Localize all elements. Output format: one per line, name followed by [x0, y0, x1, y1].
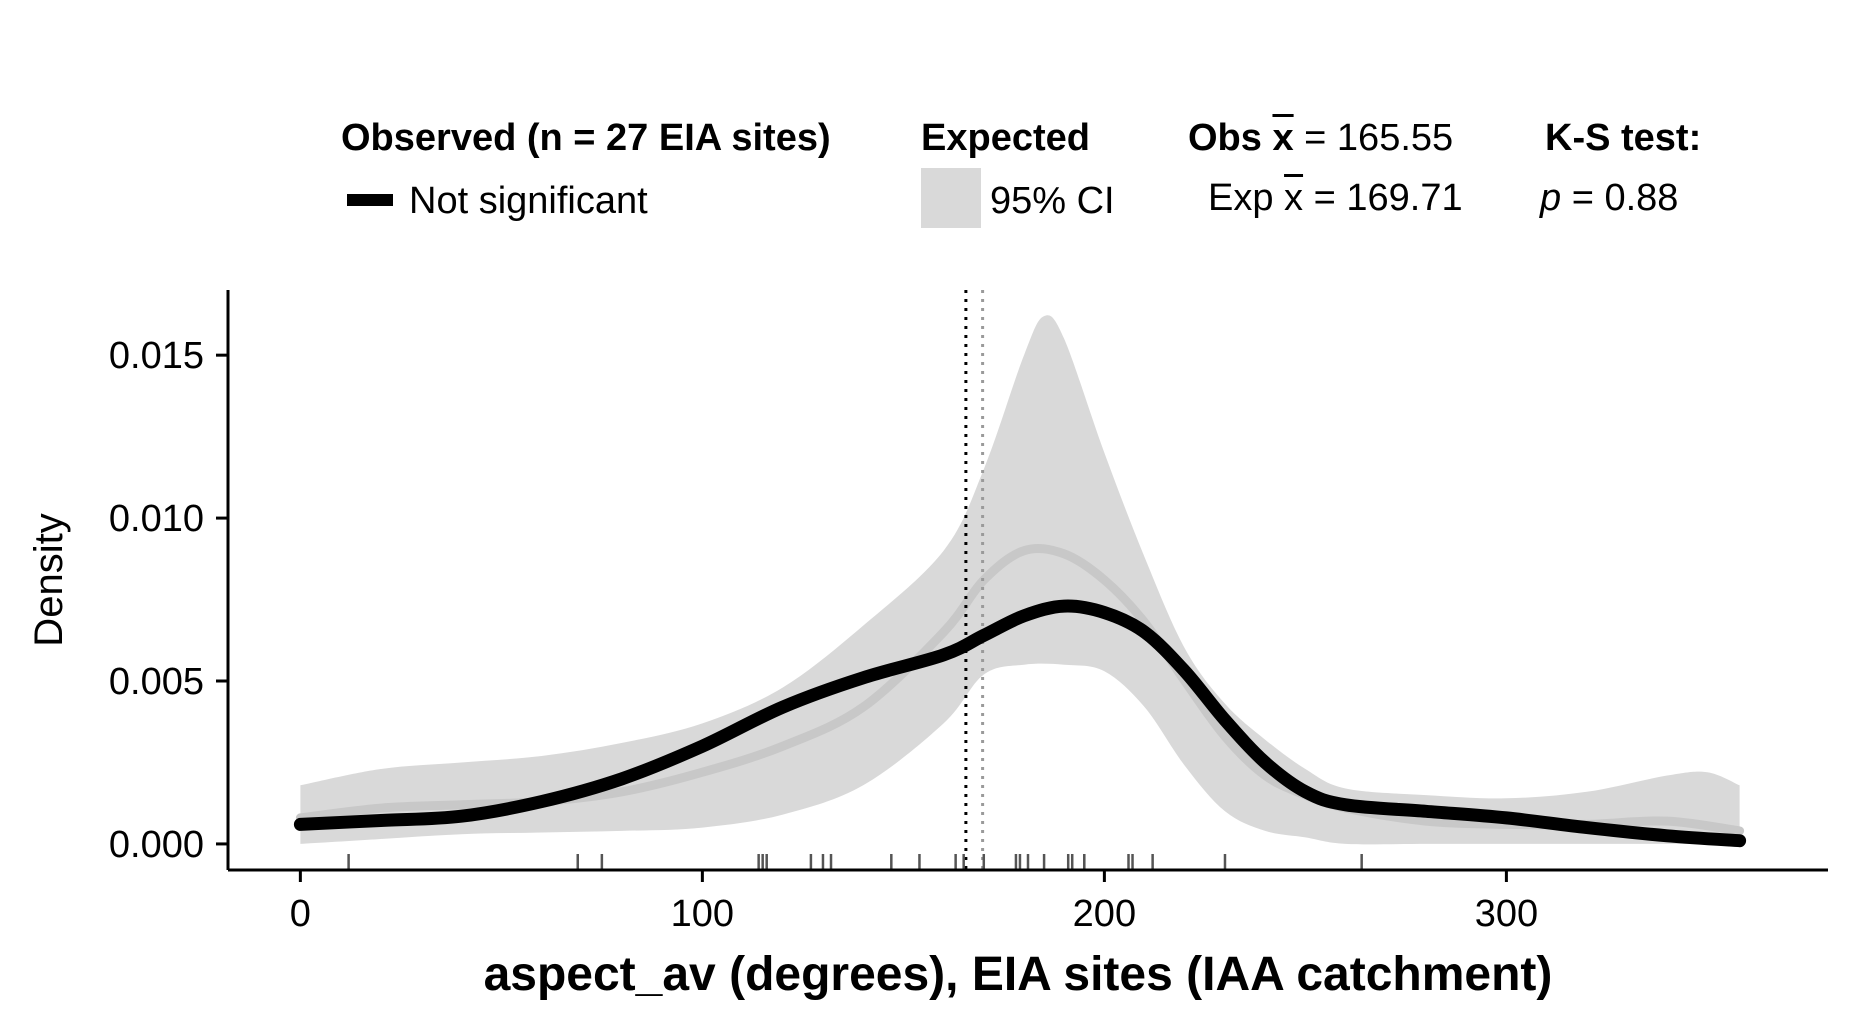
y-axis-title: Density — [27, 513, 71, 646]
ci-band — [300, 315, 1740, 845]
y-tick-label: 0.005 — [109, 661, 204, 703]
x-axis-title: aspect_av (degrees), EIA sites (IAA catc… — [484, 948, 1553, 1001]
ks-p-value: = 0.88 — [1571, 177, 1679, 219]
y-tick-label: 0.010 — [109, 498, 204, 540]
expected-curve — [295, 543, 1745, 836]
legend-obs-mean: Obs x = 165.55 — [1188, 119, 1453, 157]
legend-exp-mean: Exp x = 169.71 — [1208, 179, 1463, 217]
ci-band-group — [300, 315, 1740, 845]
mean-lines-group — [964, 290, 985, 870]
legend-ci-item: 95% CI — [990, 180, 1115, 222]
obs-mean-value: = 165.55 — [1304, 117, 1454, 159]
legend-ks-p: p = 0.88 — [1540, 179, 1678, 217]
obs-mean-label: Obs — [1188, 117, 1262, 159]
ks-p-symbol: p — [1540, 177, 1562, 219]
exp-mean-label: Exp — [1208, 177, 1274, 219]
legend-ci-swatch — [921, 168, 981, 228]
legend-observed-swatch — [347, 194, 393, 206]
legend-expected-title: Expected — [921, 117, 1090, 159]
x-tick-label: 100 — [671, 893, 734, 935]
exp-mean-symbol: x — [1284, 177, 1304, 219]
legend-observed-title: Observed (n = 27 EIA sites) — [341, 117, 831, 159]
exp-mean-value: = 169.71 — [1313, 177, 1463, 219]
x-tick-label: 300 — [1475, 893, 1538, 935]
y-tick-label: 0.000 — [109, 824, 204, 866]
legend-ks-title: K-S test: — [1545, 117, 1702, 159]
observed-curve — [293, 599, 1747, 848]
axes-group: 0 100 200 300 0.000 0.005 0.010 0.015 — [109, 290, 1828, 935]
y-tick-label: 0.015 — [109, 335, 204, 377]
observed-curve-group — [293, 599, 1747, 848]
obs-mean-symbol: x — [1272, 117, 1294, 159]
x-tick-label: 200 — [1073, 893, 1136, 935]
rug-group — [347, 854, 1363, 870]
expected-curve-group — [295, 543, 1745, 836]
legend-observed-item: Not significant — [409, 180, 648, 222]
x-tick-label: 0 — [290, 893, 311, 935]
